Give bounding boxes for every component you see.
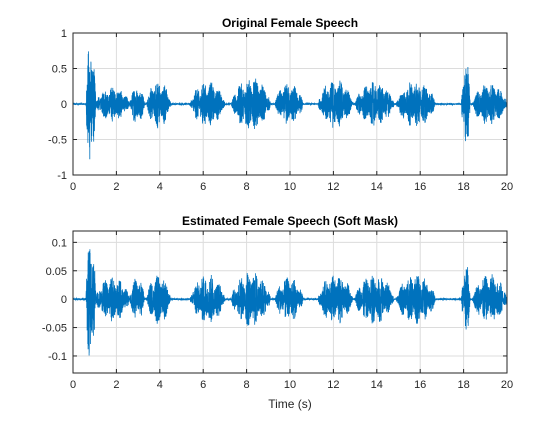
axes-estimated-speech: Estimated Female Speech (Soft Mask) Time… xyxy=(42,214,513,411)
y-tick-label: -0.5 xyxy=(48,135,67,147)
x-tick-label: 8 xyxy=(244,181,250,193)
x-tick-label: 4 xyxy=(157,379,163,391)
x-tick-label: 10 xyxy=(284,181,296,193)
waveform-line xyxy=(73,51,507,160)
y-tick-label: 0 xyxy=(61,99,67,111)
x-axis-label: Time (s) xyxy=(268,397,312,411)
x-tick-label: 12 xyxy=(327,181,339,193)
y-tick-label: 1 xyxy=(61,28,67,40)
y-tick-label: -0.1 xyxy=(48,351,67,363)
x-tick-label: 14 xyxy=(371,379,383,391)
y-tick-label: 0 xyxy=(61,294,67,306)
x-tick-label: 14 xyxy=(371,181,383,193)
x-tick-label: 18 xyxy=(457,181,469,193)
y-tick-label: 0.1 xyxy=(52,237,67,249)
x-tick-label: 16 xyxy=(414,379,426,391)
axes-box xyxy=(72,32,508,176)
y-tick-label: -0.05 xyxy=(42,323,67,335)
x-tick-label: 2 xyxy=(113,181,119,193)
x-tick-label: 4 xyxy=(157,181,163,193)
x-tick-label: 0 xyxy=(70,181,76,193)
x-tick-label: 2 xyxy=(113,379,119,391)
x-tick-label: 10 xyxy=(284,379,296,391)
x-tick-label: 18 xyxy=(457,379,469,391)
y-tick-label: 0.05 xyxy=(46,266,67,278)
axes-box xyxy=(72,230,508,374)
x-tick-label: 6 xyxy=(200,379,206,391)
x-tick-label: 20 xyxy=(501,181,513,193)
chart-title: Original Female Speech xyxy=(222,16,358,30)
x-tick-label: 20 xyxy=(501,379,513,391)
x-tick-label: 16 xyxy=(414,181,426,193)
axes-original-speech: Original Female Speech 0 2 4 6 8 10 12 14 16 18 20… xyxy=(48,16,513,193)
waveform-line xyxy=(73,249,507,356)
x-tick-label: 8 xyxy=(244,379,250,391)
chart-title: Estimated Female Speech (Soft Mask) xyxy=(182,214,398,228)
y-tick-label: 0.5 xyxy=(52,64,67,76)
x-tick-label: 6 xyxy=(200,181,206,193)
x-tick-label: 12 xyxy=(327,379,339,391)
x-tick-label: 0 xyxy=(70,379,76,391)
y-tick-label: -1 xyxy=(57,170,67,182)
